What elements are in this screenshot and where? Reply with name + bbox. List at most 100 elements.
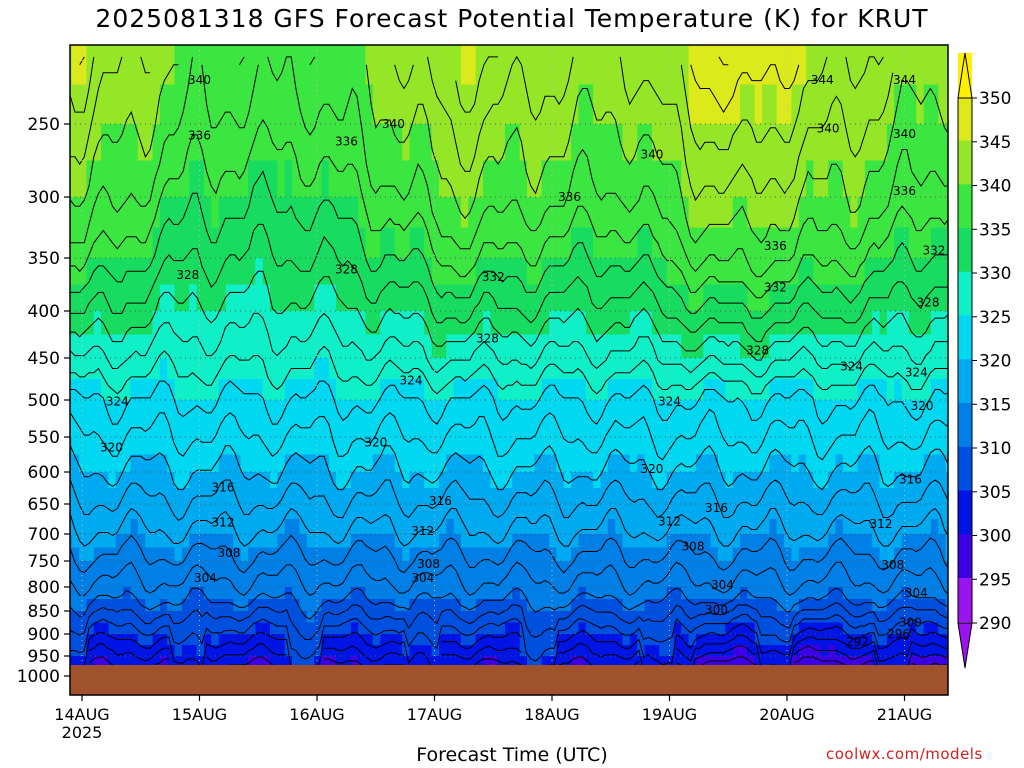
fill-cell [159,160,168,198]
fill-cell [615,454,624,473]
fill-cell [218,634,227,646]
fill-cell [483,311,491,336]
fill-cell [483,418,491,438]
fill-cell [857,645,866,657]
fill-cell [115,622,124,635]
fill-cell [460,379,469,401]
fill-cell [747,488,756,505]
fill-cell [718,437,726,456]
fill-cell [798,418,807,438]
fill-cell [916,656,925,667]
fill-cell [365,45,374,86]
fill-cell [703,400,712,420]
fill-cell [519,454,528,473]
fill-cell [637,645,646,657]
fill-cell [270,622,278,635]
fill-cell [483,645,491,657]
fill-cell [879,561,888,575]
fill-cell [953,656,961,667]
fill-cell [563,284,572,312]
fill-cell [277,45,286,86]
fill-cell [321,454,330,473]
fill-cell [725,358,734,380]
fill-cell [659,488,668,505]
fill-cell [930,599,939,612]
fill-cell [336,561,344,575]
fill-cell [328,334,337,359]
fill-cell [431,84,440,125]
fill-cell [637,258,646,286]
fill-cell [314,454,322,473]
fill-cell [130,488,139,505]
fill-cell [718,358,726,380]
fill-cell [380,472,389,489]
fill-cell [130,645,139,657]
fill-cell [328,160,337,198]
fill-cell [593,45,601,86]
isotherm-line [70,602,948,640]
fill-cell [556,227,565,259]
fill-cell [336,258,344,286]
fill-cell [468,160,477,198]
fill-cell [372,258,381,286]
fill-cell [930,656,939,667]
fill-cell [240,334,249,359]
fill-cell [225,258,234,286]
fill-cell [945,45,948,86]
fill-cell [255,656,264,667]
fill-cell [431,160,440,198]
fill-cell [784,634,792,646]
fill-cell [968,656,976,667]
fill-cell [416,634,425,646]
fill-cell [409,284,418,312]
fill-cell [842,519,851,535]
fill-cell [409,418,418,438]
fill-cell [505,634,513,646]
fill-cell [828,197,836,229]
fill-cell [248,622,256,635]
fill-cell [460,599,469,612]
fill-cell [615,45,624,86]
fill-cell [101,160,109,198]
fill-cell [145,160,154,198]
fill-cell [174,454,183,473]
fill-cell [930,400,939,420]
fill-cell [519,547,528,562]
fill-cell [673,227,682,259]
fill-cell [196,634,205,646]
fill-cell [189,197,198,229]
isotherm-line [70,312,948,378]
fill-cell [541,284,550,312]
fill-cell [218,124,227,162]
fill-cell [262,472,271,489]
fill-cell [850,437,859,456]
fill-cell [372,84,381,125]
fill-cell [137,379,146,401]
fill-cell [894,504,903,520]
fill-cell [740,437,748,456]
fill-cell [585,437,594,456]
fill-cell [343,197,352,229]
fill-cell [270,418,278,438]
fill-cell [718,45,726,86]
fill-cell [732,504,741,520]
fill-cell [336,311,344,336]
fill-cell [622,124,631,162]
fill-cell [879,574,888,588]
fill-cell [923,124,932,162]
fill-cell [813,587,822,600]
fill-cell [651,656,660,667]
fill-cell [505,574,513,588]
fill-cell [115,599,124,612]
fill-cell [769,656,778,667]
fill-cell [842,84,851,125]
fill-cell [512,656,521,667]
fill-cell [196,334,205,359]
credit-link[interactable]: coolwx.com/models [826,745,983,763]
fill-cell [549,437,557,456]
fill-cell [460,160,469,198]
fill-cell [519,358,528,380]
fill-cell [600,534,609,549]
fill-cell [879,124,888,162]
fill-cell [453,574,462,588]
